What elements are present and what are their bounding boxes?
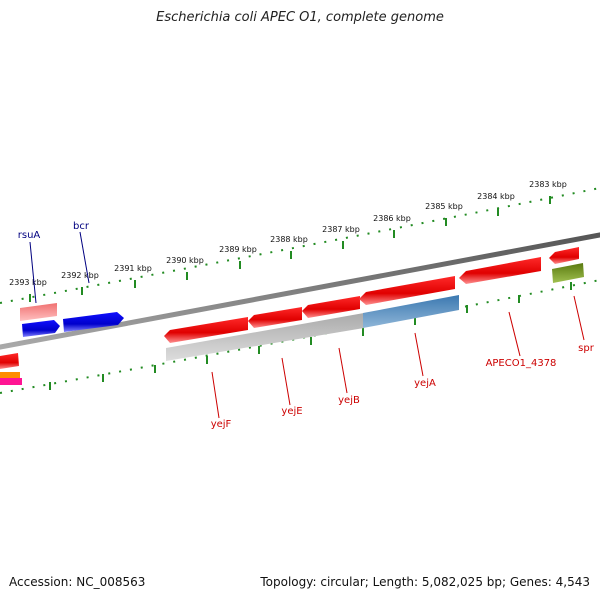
scale-label-2391: 2391 kbp — [114, 264, 152, 273]
gene-arrow-yejF[interactable] — [164, 317, 248, 343]
leader-spr — [573, 295, 585, 341]
gene-arrow-yejE[interactable] — [248, 307, 302, 328]
gene-label-bcr[interactable]: bcr — [73, 221, 90, 232]
gene-arrow-left-red[interactable] — [0, 353, 19, 369]
gene-arrow-bcr[interactable] — [63, 312, 124, 332]
scale-label-2383: 2383 kbp — [529, 180, 567, 189]
gene-arrow-yejB[interactable] — [302, 296, 360, 318]
lower-scale — [0, 279, 600, 394]
gene-left-magenta[interactable] — [0, 378, 22, 385]
leader-yejA — [414, 332, 424, 377]
operon-gray-track — [166, 313, 364, 361]
genome-backbone — [0, 232, 600, 350]
gene-label-yejB[interactable]: yejB — [338, 395, 360, 406]
scale-label-2385: 2385 kbp — [425, 202, 463, 211]
gene-label-APECO1_4378[interactable]: APECO1_4378 — [486, 358, 557, 369]
scale-label-2389: 2389 kbp — [219, 245, 257, 254]
operon-blue-track — [363, 295, 459, 328]
leader-bcr — [79, 231, 90, 284]
genome-summary: Topology: circular; Length: 5,082,025 bp… — [260, 575, 590, 589]
scale-label-2386: 2386 kbp — [373, 214, 411, 223]
leader-yejB — [338, 347, 348, 394]
leader-yejF — [211, 371, 220, 419]
accession-text: Accession: NC_008563 — [9, 575, 146, 589]
upper-scale: 2383 kbp 2384 kbp 2385 kbp 2386 kbp 2387 kbp… — [0, 180, 600, 304]
gene-arrow-rsuA-rna[interactable] — [20, 303, 57, 321]
scale-label-2393: 2393 kbp — [9, 278, 47, 287]
scale-label-2390: 2390 kbp — [166, 256, 204, 265]
leader-yejE — [281, 357, 291, 406]
gene-left-orange[interactable] — [0, 372, 20, 378]
scale-label-2387: 2387 kbp — [322, 225, 360, 234]
gene-label-rsuA[interactable]: rsuA — [18, 230, 41, 241]
leader-rsuA — [29, 241, 37, 304]
gene-label-yejE[interactable]: yejE — [281, 406, 302, 417]
scale-label-2384: 2384 kbp — [477, 192, 515, 201]
map-title: Escherichia coli APEC O1, complete genom… — [156, 10, 444, 25]
gene-arrow-APECO1_4378[interactable] — [459, 257, 541, 284]
gene-label-yejA[interactable]: yejA — [414, 378, 436, 389]
scale-label-2388: 2388 kbp — [270, 235, 308, 244]
gene-arrow-spr-red[interactable] — [549, 247, 579, 264]
gene-arrow-rsuA[interactable] — [22, 320, 60, 337]
gene-label-yejF[interactable]: yejF — [211, 419, 232, 430]
scale-label-2392: 2392 kbp — [61, 271, 99, 280]
label-leaders — [29, 231, 585, 419]
gene-label-spr[interactable]: spr — [578, 343, 595, 354]
gene-arrow-yejA[interactable] — [359, 276, 455, 305]
leader-APECO1_4378 — [508, 311, 521, 357]
gene-arrow-spr[interactable] — [552, 263, 584, 283]
